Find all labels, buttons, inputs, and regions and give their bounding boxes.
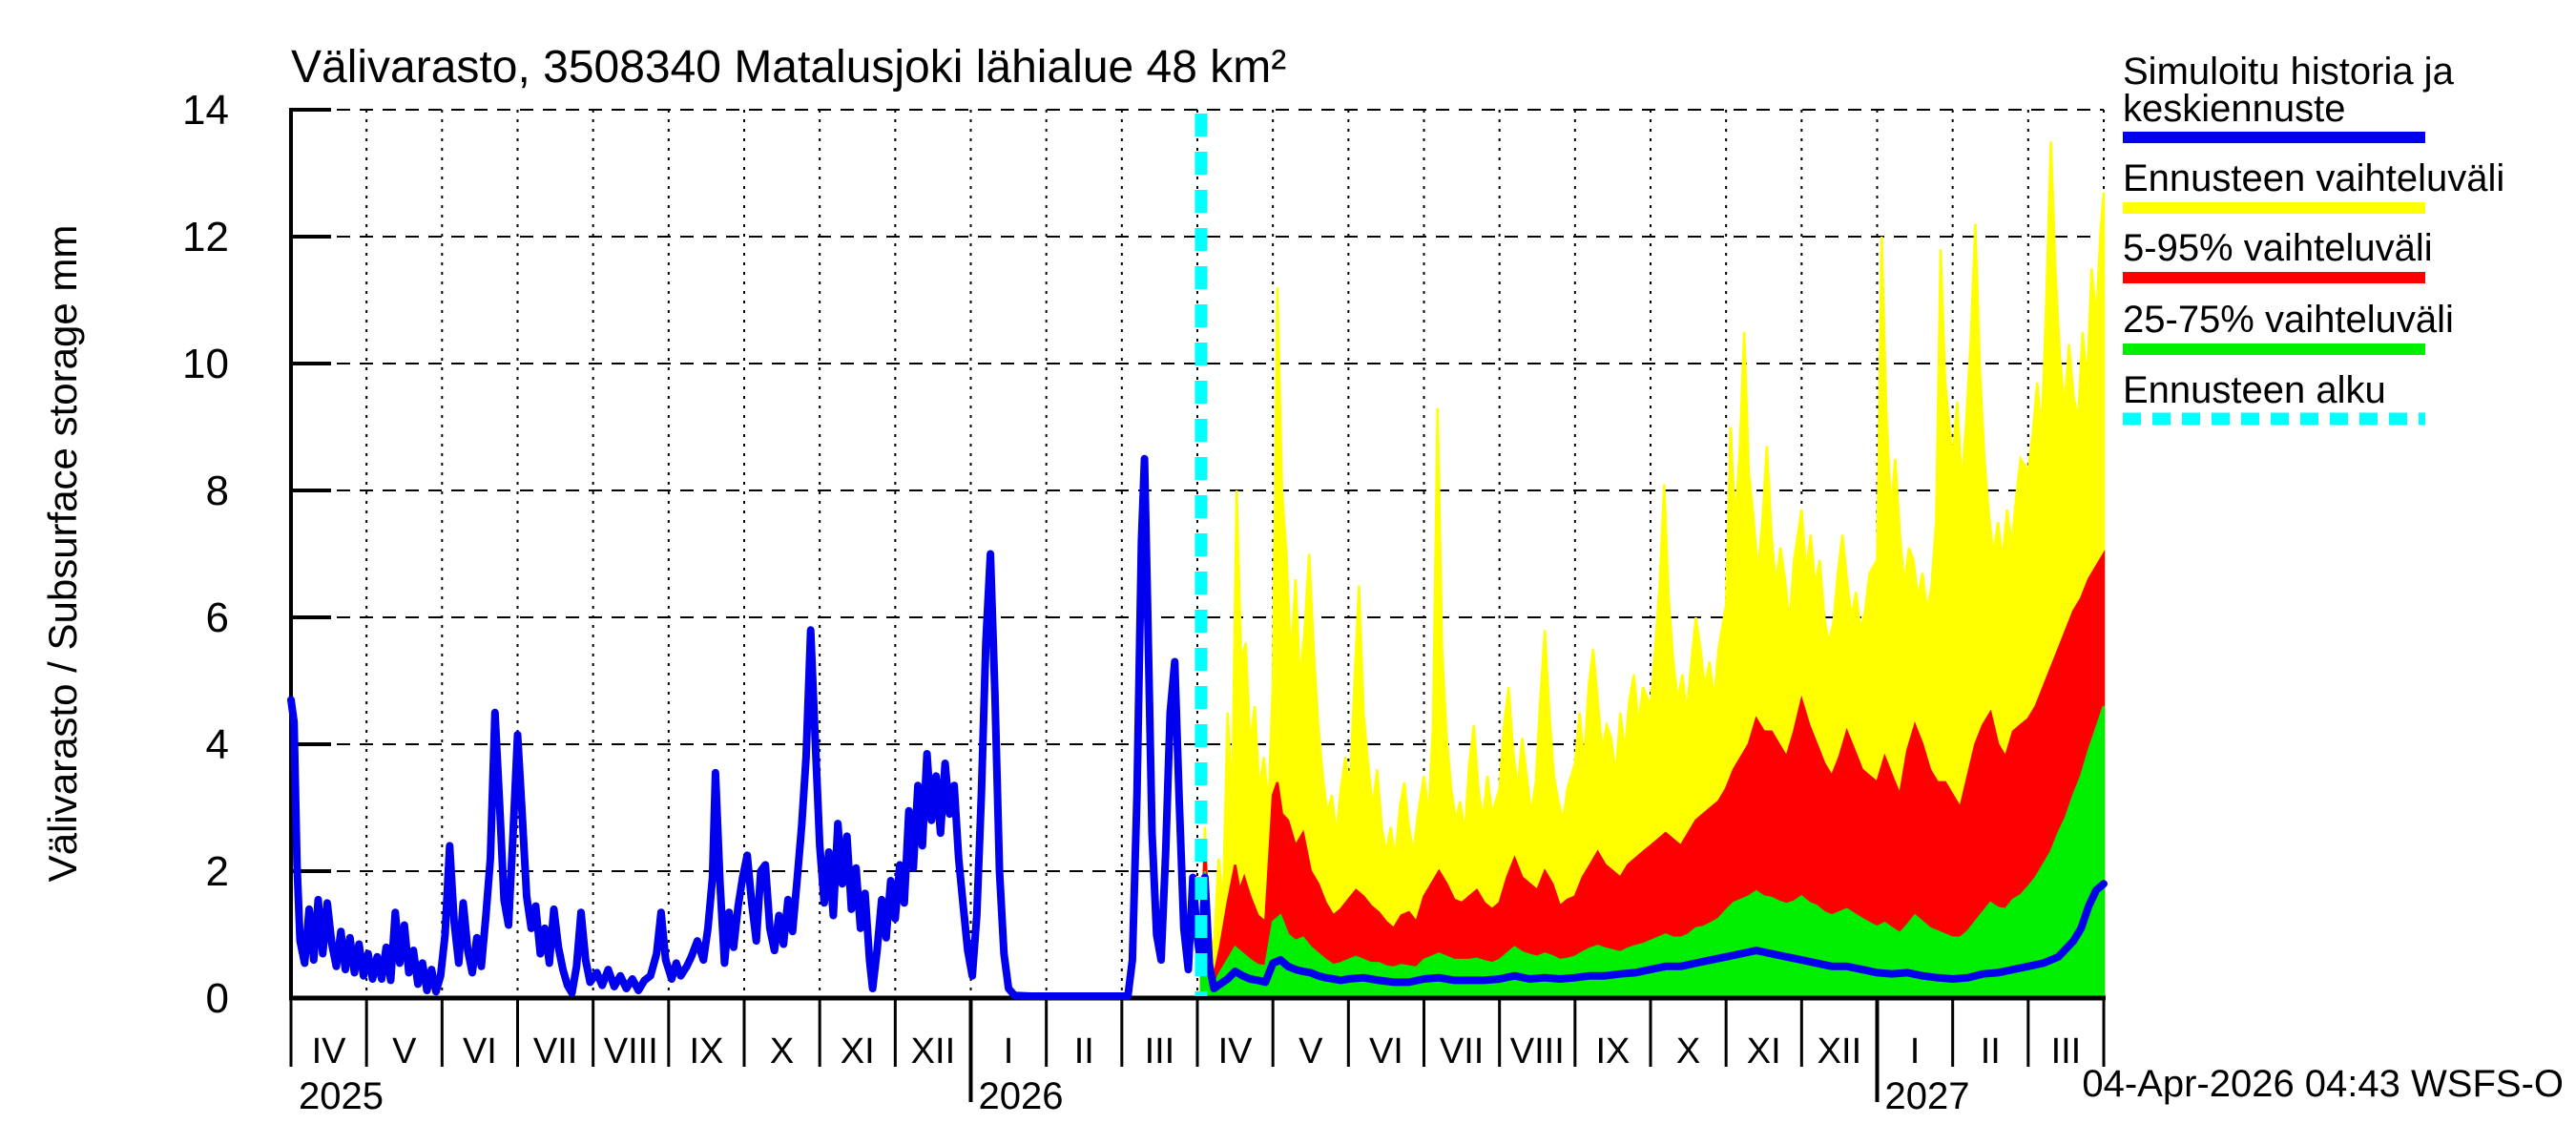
legend-label-25-75: 25-75% vaihteluväli	[2123, 299, 2454, 341]
x-month-label: III	[1145, 1031, 1175, 1072]
y-tick-label: 4	[206, 721, 229, 768]
legend-label-forecast-start: Ennusteen alku	[2123, 369, 2386, 411]
legend: Simuloitu historia ja keskiennuste Ennus…	[2123, 51, 2504, 426]
x-month-label: III	[2051, 1031, 2082, 1072]
legend-label-history-line2: keskiennuste	[2123, 88, 2345, 130]
x-month-label: IV	[312, 1031, 347, 1072]
x-month-label: XII	[911, 1031, 955, 1072]
x-year-label: 2027	[1885, 1075, 1970, 1117]
band-ff0000	[1199, 549, 2106, 1000]
y-tick-label: 12	[182, 214, 229, 260]
chart-title: Välivarasto, 3508340 Matalusjoki lähialu…	[291, 42, 1286, 93]
y-tick-label: 6	[206, 594, 229, 641]
x-month-label: VIII	[1510, 1031, 1565, 1072]
x-month-label: VII	[533, 1031, 577, 1072]
forecast-bands	[1199, 141, 2106, 1000]
y-tick-label: 10	[182, 341, 229, 387]
y-tick-label: 14	[182, 87, 229, 134]
x-month-label: XI	[1747, 1031, 1781, 1072]
legend-item-history: Simuloitu historia ja keskiennuste	[2123, 51, 2455, 143]
forecast-median-line	[1197, 873, 2108, 992]
y-axis-label: Välivarasto / Subsurface storage mm	[40, 225, 85, 883]
legend-item-forecast-range: Ennusteen vaihteluväli	[2123, 157, 2504, 214]
x-month-label: V	[392, 1031, 417, 1072]
x-month-label: XI	[841, 1031, 875, 1072]
x-year-label: 2026	[979, 1075, 1064, 1117]
x-month-label: II	[1981, 1031, 2001, 1072]
legend-swatch-forecast-range	[2123, 202, 2425, 214]
x-month-label: IX	[689, 1031, 723, 1072]
legend-label-forecast-range: Ennusteen vaihteluväli	[2123, 157, 2504, 199]
x-month-label: I	[1910, 1031, 1921, 1072]
legend-label-5-95: 5-95% vaihteluväli	[2123, 227, 2433, 269]
x-month-label: X	[1676, 1031, 1700, 1072]
y-tick-label: 8	[206, 468, 229, 514]
x-month-label: V	[1298, 1031, 1323, 1072]
x-month-label: VIII	[604, 1031, 658, 1072]
legend-swatch-5-95	[2123, 272, 2425, 283]
x-month-label: I	[1004, 1031, 1014, 1072]
legend-swatch-25-75	[2123, 344, 2425, 355]
history-median-line	[287, 454, 1205, 1000]
x-month-label: IX	[1595, 1031, 1630, 1072]
legend-swatch-history-line	[2123, 132, 2425, 143]
data-series	[287, 454, 2108, 1000]
x-year-label: 2025	[299, 1075, 384, 1117]
legend-label-history-line1: Simuloitu historia ja	[2123, 51, 2455, 93]
legend-item-forecast-start: Ennusteen alku	[2123, 369, 2425, 426]
x-month-label: II	[1074, 1031, 1094, 1072]
x-month-label: X	[770, 1031, 794, 1072]
x-month-label: VI	[463, 1031, 497, 1072]
legend-item-5-95: 5-95% vaihteluväli	[2123, 227, 2433, 283]
x-month-label: VI	[1369, 1031, 1403, 1072]
x-month-label: VII	[1440, 1031, 1484, 1072]
y-tick-label: 2	[206, 848, 229, 895]
legend-item-25-75: 25-75% vaihteluväli	[2123, 299, 2454, 355]
x-month-label: XII	[1818, 1031, 1861, 1072]
x-month-label: IV	[1218, 1031, 1254, 1072]
footer-timestamp: 04-Apr-2026 04:43 WSFS-O	[2082, 1063, 2564, 1105]
y-tick-label: 0	[206, 975, 229, 1022]
